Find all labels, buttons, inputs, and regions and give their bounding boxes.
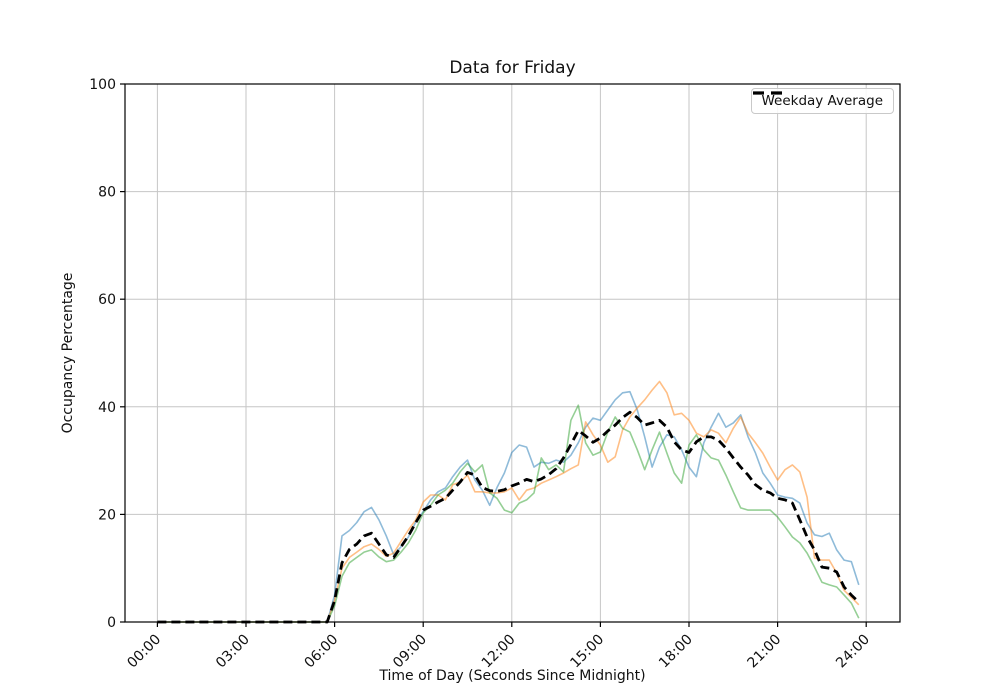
x-tick-label: 21:00: [745, 632, 785, 672]
series-line-sample-blue: [157, 390, 860, 623]
y-axis-label: Occupancy Percentage: [60, 272, 76, 434]
series-line-sample-green: [157, 404, 860, 623]
legend-dash-icon: [753, 91, 788, 95]
y-tick-label: 100: [89, 77, 116, 93]
legend-label: Weekday Average: [761, 93, 883, 109]
x-axis-label: Time of Day (Seconds Since Midnight): [379, 668, 646, 684]
y-tick-label: 0: [107, 615, 116, 631]
y-tick-label: 20: [98, 507, 116, 523]
axes-spines: [124, 83, 901, 623]
y-tick-label: 80: [98, 185, 116, 201]
x-tick-label: 06:00: [302, 632, 342, 672]
x-tick-label: 09:00: [390, 632, 430, 672]
legend: Weekday Average: [751, 88, 894, 115]
series-line-weekday-average: [157, 410, 860, 624]
series-line-sample-orange: [157, 380, 860, 623]
chart-title: Data for Friday: [449, 58, 576, 78]
y-tick-label: 40: [98, 400, 116, 416]
x-tick-label: 03:00: [213, 632, 253, 672]
y-tick-label: 60: [98, 292, 116, 308]
x-tick-label: 00:00: [124, 632, 164, 672]
x-tick-label: 12:00: [479, 632, 519, 672]
x-tick-label: 24:00: [833, 632, 873, 672]
x-tick-label: 18:00: [656, 632, 696, 672]
x-tick-label: 15:00: [567, 632, 607, 672]
